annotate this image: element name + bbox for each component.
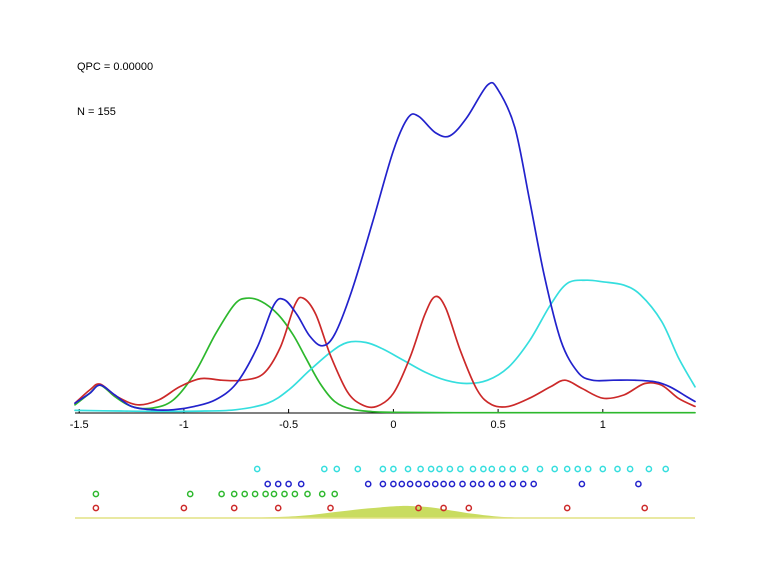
rug-marker <box>563 504 571 512</box>
rug-marker <box>291 490 299 498</box>
cyan-rug <box>253 465 670 473</box>
rug-marker <box>390 465 397 473</box>
rug-marker <box>530 480 538 488</box>
qpc-label: QPC = 0.00000 <box>77 61 154 73</box>
rug-marker <box>251 490 259 498</box>
overall-density-area <box>225 505 536 518</box>
rug-marker <box>264 480 272 488</box>
rug-marker <box>398 480 406 488</box>
rug-marker <box>635 480 642 488</box>
rug-marker <box>241 490 249 498</box>
rug-marker <box>230 504 238 512</box>
rug-marker <box>427 465 435 473</box>
rug-marker <box>446 465 454 473</box>
rug-marker <box>180 504 188 512</box>
x-tick-label: 0.5 <box>490 419 505 431</box>
rug-marker <box>440 480 447 488</box>
rug-marker <box>480 465 487 473</box>
rug-marker <box>599 465 607 473</box>
rug-marker <box>578 480 586 488</box>
rug-marker <box>285 480 292 488</box>
rug-marker <box>333 465 341 473</box>
rug-marker <box>327 504 334 512</box>
rug-marker <box>469 465 477 473</box>
kde-curve-blue-kde <box>74 81 696 411</box>
rug-marker <box>551 465 559 473</box>
rug-marker <box>262 490 269 498</box>
rug-marker <box>488 480 496 488</box>
kde-curve-green-kde <box>74 297 696 414</box>
rug-marker <box>662 465 670 473</box>
rug-marker <box>318 490 326 498</box>
rug-marker <box>297 480 305 488</box>
red-rug <box>92 504 649 512</box>
rug-marker <box>465 504 473 512</box>
rug-marker <box>379 480 387 488</box>
rug-marker <box>574 465 582 473</box>
rug-marker <box>417 465 424 473</box>
rug-marker <box>521 465 529 473</box>
rug-marker <box>440 504 447 512</box>
rug-marker <box>406 480 414 488</box>
rug-marker <box>509 480 517 488</box>
rug-marker <box>459 480 466 488</box>
kde-curve-red-kde <box>74 295 696 409</box>
rug-marker <box>536 465 544 473</box>
rug-marker <box>281 490 288 498</box>
rug-marker <box>626 465 634 473</box>
rug-marker <box>423 480 431 488</box>
rug-marker <box>519 480 527 488</box>
rug-marker <box>415 480 422 488</box>
x-tick-label: -0.5 <box>279 419 298 431</box>
rug-marker <box>320 465 328 473</box>
rug-marker <box>92 490 100 498</box>
green-rug <box>92 490 339 498</box>
rug-marker <box>641 504 649 512</box>
rug-marker <box>364 480 372 488</box>
x-tick-label: 0 <box>390 419 396 431</box>
rug-marker <box>448 480 456 488</box>
rug-marker <box>274 480 282 488</box>
x-tick-label: 1 <box>600 419 606 431</box>
rug-marker <box>186 490 194 498</box>
rug-marker <box>270 490 278 498</box>
rug-marker <box>379 465 387 473</box>
rug-marker <box>614 465 621 473</box>
rug-marker <box>457 465 464 473</box>
rug-marker <box>469 480 477 488</box>
rug-marker <box>509 465 517 473</box>
rug-marker <box>92 504 100 512</box>
rug-marker <box>218 490 225 498</box>
rug-marker <box>415 504 422 512</box>
rug-marker <box>436 465 443 473</box>
blue-rug <box>264 480 642 488</box>
n-label: N = 155 <box>77 106 116 118</box>
rug-marker <box>645 465 653 473</box>
rug-marker <box>488 465 496 473</box>
rug-marker <box>354 465 362 473</box>
rug-marker <box>563 465 571 473</box>
stats-annotation: QPC = 0.00000 N = 155 <box>77 30 153 150</box>
rug-marker <box>404 465 412 473</box>
rug-marker <box>304 490 311 498</box>
rug-marker <box>431 480 439 488</box>
rug-marker <box>230 490 238 498</box>
rug-marker <box>478 480 485 488</box>
rug-marker <box>498 465 506 473</box>
rug-marker <box>331 490 339 498</box>
rug-marker <box>498 480 506 488</box>
rug-marker <box>253 465 261 473</box>
rug-marker <box>274 504 282 512</box>
kde-curve-cyan-kde <box>74 279 696 413</box>
x-tick-label: -1.5 <box>70 419 89 431</box>
x-tick-label: -1 <box>179 419 189 431</box>
rug-marker <box>390 480 397 488</box>
rug-marker <box>584 465 592 473</box>
